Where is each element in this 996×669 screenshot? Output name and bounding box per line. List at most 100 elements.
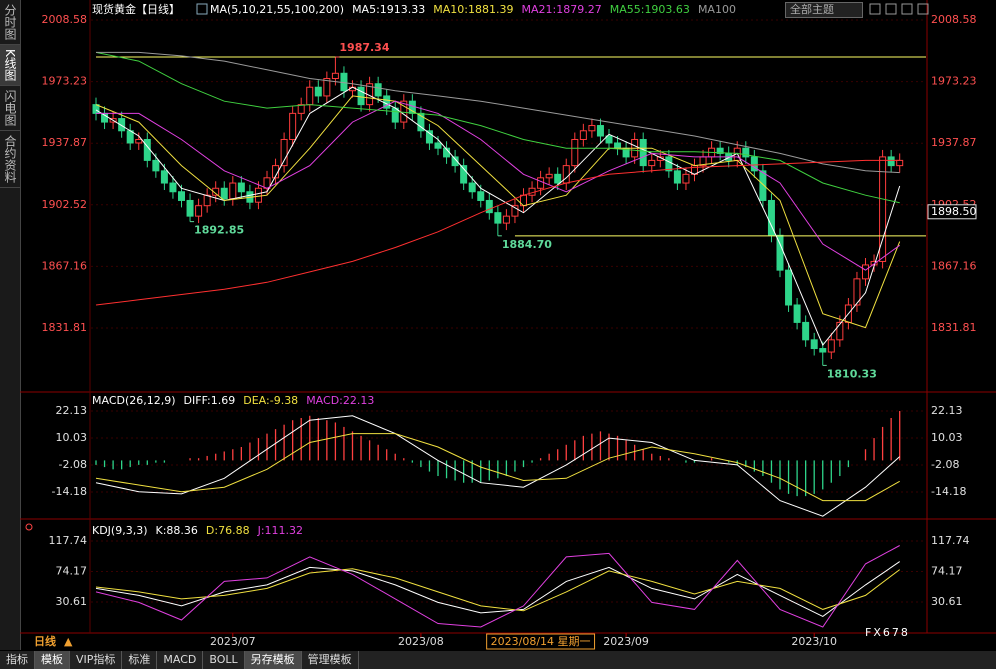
candle-body [195, 205, 203, 217]
candle-body [451, 156, 459, 167]
side-tab[interactable]: K线图 [0, 45, 20, 86]
y-tick-label: 10.03 [56, 431, 88, 444]
candle-body [887, 156, 895, 167]
indicator-line [95, 51, 900, 204]
legend-entry: MA10:1881.39 [433, 3, 513, 16]
candle-body [502, 215, 510, 224]
indicator-line [95, 159, 900, 306]
candle-body [118, 118, 126, 132]
candle-body [682, 173, 690, 184]
candle-body [212, 187, 220, 196]
candle-body [272, 165, 280, 179]
y-tick-label-right: 2008.58 [931, 13, 977, 26]
y-tick-label: 1867.16 [42, 259, 88, 272]
watermark: FX678 [865, 626, 910, 639]
legend-entry: KDJ(9,3,3) [92, 524, 148, 537]
y-tick-label: 1973.23 [42, 75, 88, 88]
y-tick-label: 117.74 [49, 534, 88, 547]
indicator-line [95, 568, 901, 612]
legend-entry: MA55:1903.63 [610, 3, 690, 16]
indicator-line [95, 433, 900, 502]
candle-body [280, 138, 288, 167]
candle-body [802, 321, 810, 341]
candle-body [425, 130, 433, 144]
candle-body [357, 86, 365, 106]
toolbar-button[interactable]: 指标 [0, 651, 35, 669]
toolbar: 指标 模板 VIP指标 标准 MACD BOLL 另存模板 管理模板 [0, 651, 996, 669]
side-tab[interactable]: 合约资料 [0, 131, 20, 188]
candle-body [460, 165, 468, 184]
candle-body [203, 194, 211, 207]
toolbar-button[interactable]: BOLL [203, 651, 245, 669]
indicator-line [95, 95, 901, 329]
settings-icon [25, 523, 33, 531]
candle-body [810, 339, 818, 350]
candle-body [596, 125, 604, 137]
toolbar-button[interactable]: 标准 [122, 651, 158, 669]
legend-entry: MA21:1879.27 [522, 3, 602, 16]
x-tick-label: 2023/08 [398, 635, 444, 648]
side-tab[interactable]: 闪电图 [0, 86, 20, 131]
legend-entry: MA5:1913.33 [352, 3, 425, 16]
candle-body [614, 142, 622, 149]
annotation: 1892.85 [194, 224, 244, 237]
candle-body [323, 78, 331, 97]
candle-body [579, 130, 587, 140]
candle-body [297, 104, 305, 114]
x-tick-label: 2023/09 [603, 635, 649, 648]
candle-body [289, 112, 297, 140]
candle-body [785, 269, 793, 306]
toolbar-button[interactable]: MACD [157, 651, 204, 669]
candle-body [896, 159, 904, 167]
chart: 2008.58 2008.58 1973.23 1973.23 1937.87 1937.… [20, 0, 996, 650]
candle-body [408, 100, 416, 114]
candle-body [545, 173, 553, 179]
candle-body [742, 147, 750, 158]
y-tick-label: 22.13 [56, 404, 88, 417]
candle-body [152, 159, 160, 172]
candle-body [178, 191, 185, 201]
y-tick-label-right: 117.74 [931, 534, 970, 547]
candle-body [562, 165, 570, 184]
y-tick-label-right: -2.08 [931, 458, 959, 471]
toolbar-button[interactable]: 模板 [35, 651, 70, 669]
cursor-box [486, 633, 596, 650]
candle-body [588, 125, 596, 132]
theme-dropdown[interactable]: 全部主题 [785, 2, 863, 18]
candle-body [537, 177, 545, 189]
legend-entry: J:111.32 [257, 524, 303, 537]
toolbar-button[interactable]: VIP指标 [70, 651, 123, 669]
candle-body [186, 199, 194, 217]
cursor-label: 2023/08/14 星期一 [491, 635, 591, 648]
y-tick-label: 30.61 [56, 595, 88, 608]
y-tick-label-right: 10.03 [931, 431, 963, 444]
legend-entry: 现货黄金【日线】 [92, 2, 180, 16]
candle-body [793, 304, 801, 323]
y-tick-label-right: 1973.23 [931, 75, 977, 88]
sidebar: 分时图 K线图 闪电图 合约资料 [0, 0, 21, 650]
y-tick-label: -14.18 [52, 485, 87, 498]
indicator-line [95, 561, 900, 617]
candle-body [237, 182, 245, 193]
candle-body [135, 138, 143, 144]
candle-body [571, 138, 579, 167]
candle-body [229, 182, 237, 200]
toolbar-button[interactable]: 另存模板 [244, 651, 302, 669]
indicator-line [95, 86, 901, 347]
y-tick-label: 2008.58 [42, 13, 88, 26]
legend-entry: DIFF:1.69 [184, 394, 236, 407]
y-tick-label: 1831.81 [42, 321, 88, 334]
y-tick-label-right: 1937.87 [931, 136, 977, 149]
side-tab[interactable]: 分时图 [0, 0, 20, 45]
toolbar-button[interactable]: 管理模板 [302, 651, 359, 669]
candle-body [160, 170, 168, 184]
y-tick-label: -2.08 [59, 458, 87, 471]
indicator-line [96, 51, 900, 174]
ma-icon [196, 3, 208, 15]
candle-body [331, 72, 339, 80]
indicator-line [95, 545, 900, 628]
y-tick-label-right: 74.17 [931, 565, 963, 578]
legend-entry: MACD(26,12,9) [92, 394, 176, 407]
candle-body [776, 234, 784, 271]
window-icons [869, 3, 929, 15]
